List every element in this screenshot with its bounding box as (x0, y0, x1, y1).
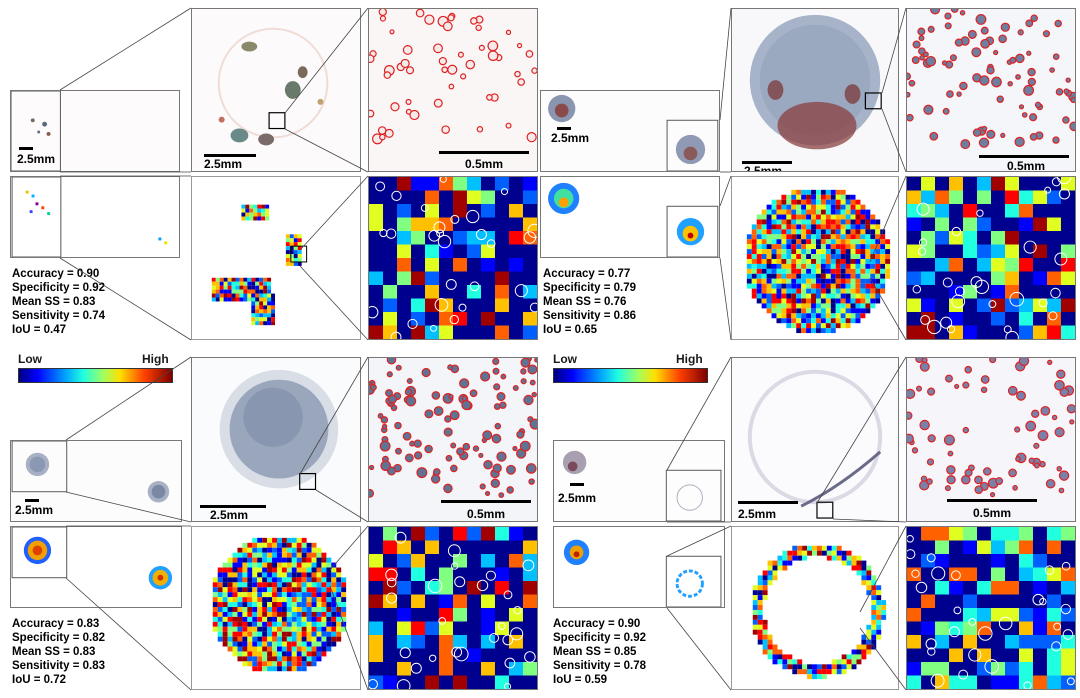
bl-sensitivity: Sensitivity = 0.83 (12, 660, 106, 672)
br-zoom-heatmap (731, 526, 899, 690)
tl-iou: IoU = 0.47 (12, 324, 67, 336)
tl-zoom-image: 2.5mm (191, 8, 361, 172)
tr-overview-scalebar (557, 127, 571, 130)
bl-zoom-scalebar-label: 2.5mm (210, 508, 249, 522)
tl-overview-image: 2.5mm (10, 90, 180, 172)
bl-accuracy: Accuracy = 0.83 (12, 618, 100, 630)
tl-zoom-scalebar (204, 154, 256, 157)
tr-overview-image: 2.5mm (540, 90, 720, 172)
tr-iou: IoU = 0.65 (543, 324, 598, 336)
bl-detail-image: 0.5mm (368, 357, 538, 522)
bl-zoom-heatmap (191, 526, 361, 690)
tr-detail-scalebar (979, 155, 1069, 158)
bl-zoom-scalebar (200, 505, 266, 508)
bl-detail-scalebar-label: 0.5mm (467, 507, 506, 521)
br-detail-heatmap (906, 526, 1076, 690)
br-specificity: Specificity = 0.92 (553, 632, 647, 644)
br-detail-image: 0.5mm (906, 357, 1076, 522)
br-detail-scalebar-label: 0.5mm (973, 506, 1012, 520)
bl-overview-heatmap (10, 526, 182, 608)
tr-specificity: Specificity = 0.79 (543, 282, 637, 294)
tr-detail-heatmap (906, 176, 1076, 340)
tr-accuracy: Accuracy = 0.77 (543, 268, 631, 280)
tl-detail-heatmap (368, 176, 538, 340)
br-overview-heatmap (553, 526, 725, 608)
tr-zoom-scalebar-label: 2.5mm (744, 164, 783, 172)
colorbar-right-high-label: High (676, 352, 703, 366)
br-overview-image: 2.5mm (553, 440, 725, 522)
tr-detail-scalebar-label: 0.5mm (1007, 159, 1046, 172)
tl-metrics: Accuracy = 0.90 Specificity = 0.92 Mean … (12, 267, 105, 337)
bl-detail-scalebar (441, 500, 531, 503)
colorbar-right (553, 368, 708, 383)
br-mean-ss: Mean SS = 0.85 (553, 646, 637, 658)
br-detail-scalebar (947, 499, 1037, 502)
br-overview-scalebar (570, 483, 584, 486)
tl-accuracy: Accuracy = 0.90 (12, 268, 100, 280)
tl-specificity: Specificity = 0.92 (12, 282, 106, 294)
tl-overview-scalebar (19, 147, 33, 150)
br-iou: IoU = 0.59 (553, 674, 608, 686)
bl-overview-scalebar-label: 2.5mm (15, 503, 54, 517)
tr-zoom-heatmap (731, 176, 899, 340)
colorbar-right-low-label: Low (553, 352, 577, 366)
bl-mean-ss: Mean SS = 0.83 (12, 646, 96, 658)
colorbar-left-low-label: Low (18, 352, 42, 366)
tl-detail-image: 0.5mm (368, 8, 538, 172)
tr-detail-image: 0.5mm (906, 8, 1076, 172)
tr-mean-ss: Mean SS = 0.76 (543, 296, 627, 308)
tl-zoom-heatmap (191, 176, 361, 340)
tr-overview-heatmap (540, 176, 720, 258)
tl-detail-scalebar-label: 0.5mm (465, 157, 504, 171)
tl-detail-scalebar (439, 151, 529, 154)
bl-iou: IoU = 0.72 (12, 674, 67, 686)
tr-overview-scalebar-label: 2.5mm (551, 131, 590, 145)
br-zoom-image: 2.5mm (731, 357, 899, 522)
bl-specificity: Specificity = 0.82 (12, 632, 106, 644)
br-zoom-scalebar (738, 501, 798, 504)
bl-zoom-image: 2.5mm (191, 357, 361, 522)
tr-zoom-image: 2.5mm (731, 8, 899, 172)
bl-detail-heatmap (368, 526, 538, 690)
bl-overview-scalebar (25, 499, 39, 502)
colorbar-left-high-label: High (142, 352, 169, 366)
tl-overview-heatmap (10, 176, 180, 258)
br-overview-scalebar-label: 2.5mm (558, 491, 597, 505)
tl-mean-ss: Mean SS = 0.83 (12, 296, 96, 308)
tr-sensitivity: Sensitivity = 0.86 (543, 310, 637, 322)
br-zoom-scalebar-label: 2.5mm (738, 507, 777, 521)
br-metrics: Accuracy = 0.90 Specificity = 0.92 Mean … (553, 617, 646, 687)
tr-metrics: Accuracy = 0.77 Specificity = 0.79 Mean … (543, 267, 636, 337)
bl-metrics: Accuracy = 0.83 Specificity = 0.82 Mean … (12, 617, 105, 687)
br-sensitivity: Sensitivity = 0.78 (553, 660, 647, 672)
tr-zoom-scalebar (742, 161, 792, 164)
tl-sensitivity: Sensitivity = 0.74 (12, 310, 106, 322)
colorbar-left (18, 368, 173, 383)
br-accuracy: Accuracy = 0.90 (553, 618, 641, 630)
tl-zoom-scalebar-label: 2.5mm (204, 157, 243, 171)
bl-overview-image: 2.5mm (10, 440, 182, 522)
tl-overview-scalebar-label: 2.5mm (17, 152, 56, 166)
